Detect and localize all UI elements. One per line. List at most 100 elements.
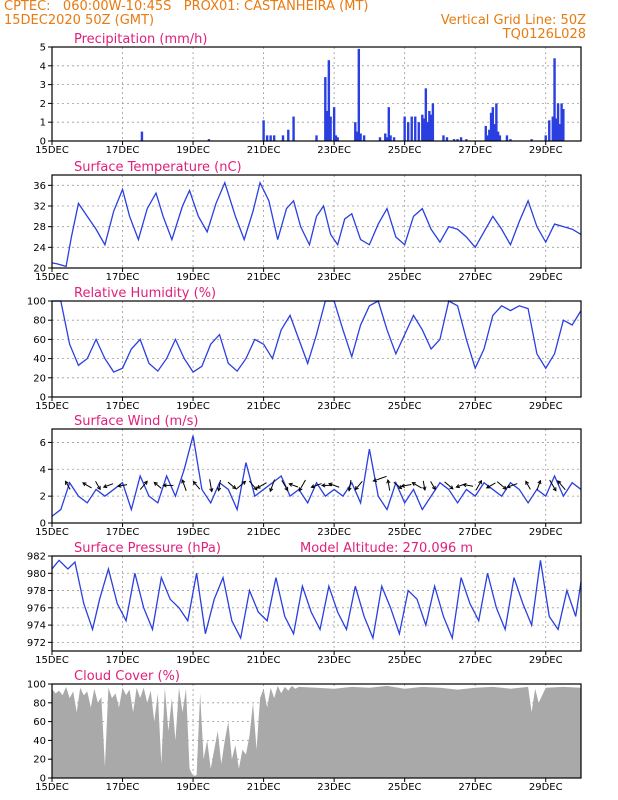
ytick-label: 80 [33, 316, 46, 327]
ytick-label: 0 [40, 519, 46, 530]
precip-bar [484, 125, 487, 141]
xtick-label: 25DEC [388, 782, 422, 793]
wind-vector [216, 479, 222, 492]
precip-bar [327, 60, 331, 141]
xtick-label: 19DEC [176, 145, 210, 156]
wind-vector [256, 482, 267, 489]
precip-bar [336, 137, 339, 141]
ytick-label: 40 [33, 354, 46, 365]
precipitation-frame [51, 46, 582, 142]
ytick-label: 36 [33, 181, 46, 192]
ytick-label: 972 [27, 638, 46, 649]
ytick-label: 2 [40, 492, 46, 503]
ytick-label: 980 [27, 569, 46, 580]
xtick-label: 21DEC [247, 782, 281, 793]
ytick-label: 976 [27, 603, 46, 614]
pressure-title: Surface Pressure (hPa) [74, 541, 221, 556]
xtick-label: 27DEC [458, 782, 492, 793]
wind-vector [227, 481, 237, 490]
precipitation-bars [140, 48, 565, 141]
wind-vector [400, 483, 412, 488]
precip-bar [287, 129, 290, 141]
precip-bar [555, 118, 558, 141]
wind-grid [52, 429, 581, 523]
ytick-label: 0 [40, 137, 46, 148]
precip-bar [265, 135, 269, 141]
precip-bar [544, 135, 547, 141]
precip-bar [207, 139, 211, 141]
precip-bar [389, 135, 392, 141]
precip-bar [465, 139, 468, 141]
wind-vector [181, 478, 187, 492]
xtick-label: 21DEC [247, 272, 281, 283]
wind-vector [462, 482, 474, 488]
ytick-label: 982 [27, 552, 46, 563]
precip-bar [385, 137, 389, 141]
ytick-label: 1 [40, 118, 46, 129]
wind-vector [485, 482, 496, 489]
precip-bar [292, 116, 295, 141]
xtick-label: 23DEC [317, 655, 351, 666]
temperature-frame [51, 174, 582, 269]
precip-bar [509, 139, 512, 141]
wind-vector [235, 480, 247, 490]
precipitation-xticks: 15DEC 17DEC 19DEC 21DEC 23DEC 25DEC 27DEC 29DEC [35, 141, 563, 156]
ytick-label: 40 [33, 736, 46, 747]
xtick-label: 21DEC [247, 401, 281, 412]
precip-bar [424, 88, 428, 141]
wind-vector [506, 483, 518, 489]
ytick-label: 974 [27, 621, 46, 632]
xtick-label: 25DEC [388, 527, 422, 538]
wind-vector [347, 479, 352, 492]
xtick-label: 29DEC [529, 782, 563, 793]
xtick-label: 17DEC [106, 401, 140, 412]
precip-bar [422, 118, 426, 141]
precip-bar [354, 122, 357, 141]
ytick-label: 80 [33, 698, 46, 709]
wind-title: Surface Wind (m/s) [74, 414, 198, 429]
precip-bar [496, 131, 500, 141]
humidity-grid [52, 301, 581, 397]
precip-bar [406, 122, 410, 141]
precip-bar [486, 135, 489, 141]
pressure-yticks: 972 974 976 978 980 982 [27, 552, 52, 649]
precip-bar [548, 120, 551, 141]
precip-bar [392, 137, 396, 141]
xtick-label: 19DEC [176, 782, 210, 793]
humidity-yticks: 0 20 40 60 80 100 [27, 297, 52, 404]
wind-vector [192, 480, 201, 490]
xtick-label: 17DEC [106, 782, 140, 793]
precipitation-title: Precipitation (mm/h) [74, 32, 207, 47]
wind-vector [95, 481, 101, 491]
xtick-label: 21DEC [247, 145, 281, 156]
wind-vector [310, 483, 322, 489]
xtick-label: 15DEC [35, 655, 69, 666]
xtick-label: 15DEC [35, 145, 69, 156]
precip-bar [489, 112, 493, 141]
temperature-grid [52, 175, 581, 268]
precip-bar [493, 124, 496, 141]
xtick-label: 25DEC [388, 272, 422, 283]
precipitation-grid [52, 47, 581, 141]
xtick-label: 15DEC [35, 272, 69, 283]
precip-bar [269, 135, 272, 141]
ytick-label: 4 [40, 465, 46, 476]
xtick-label: 17DEC [106, 145, 140, 156]
wind-vector [549, 479, 557, 492]
wind-vector [102, 483, 114, 489]
ytick-label: 2 [40, 99, 46, 110]
precip-bar [431, 103, 435, 141]
precip-bar [378, 137, 382, 141]
precip-bar [403, 116, 406, 141]
xtick-label: 19DEC [176, 272, 210, 283]
temperature-line [51, 180, 582, 268]
xtick-label: 25DEC [388, 655, 422, 666]
wind-vector [139, 480, 148, 490]
xtick-label: 29DEC [529, 401, 563, 412]
xtick-label: 19DEC [176, 655, 210, 666]
xtick-label: 17DEC [106, 655, 140, 666]
pressure-xticks: 15DEC 17DEC 19DEC 21DEC 23DEC 25DEC 27DEC 29DEC [35, 651, 563, 666]
precip-bar [414, 116, 417, 141]
wind-vector [248, 480, 258, 491]
